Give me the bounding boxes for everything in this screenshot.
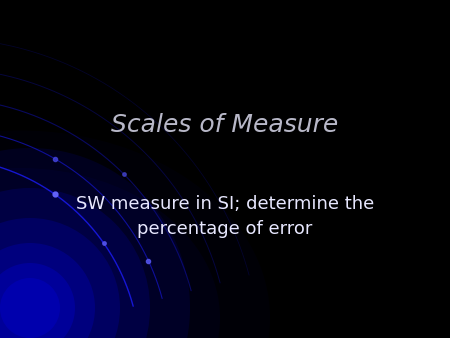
Ellipse shape (0, 148, 190, 338)
Ellipse shape (0, 188, 150, 338)
Text: SW measure in SI; determine the
percentage of error: SW measure in SI; determine the percenta… (76, 195, 374, 238)
Text: Scales of Measure: Scales of Measure (112, 113, 338, 137)
Ellipse shape (0, 168, 220, 338)
Ellipse shape (0, 278, 60, 338)
Ellipse shape (0, 130, 270, 338)
Ellipse shape (0, 243, 95, 338)
Ellipse shape (0, 218, 120, 338)
Ellipse shape (0, 263, 75, 338)
